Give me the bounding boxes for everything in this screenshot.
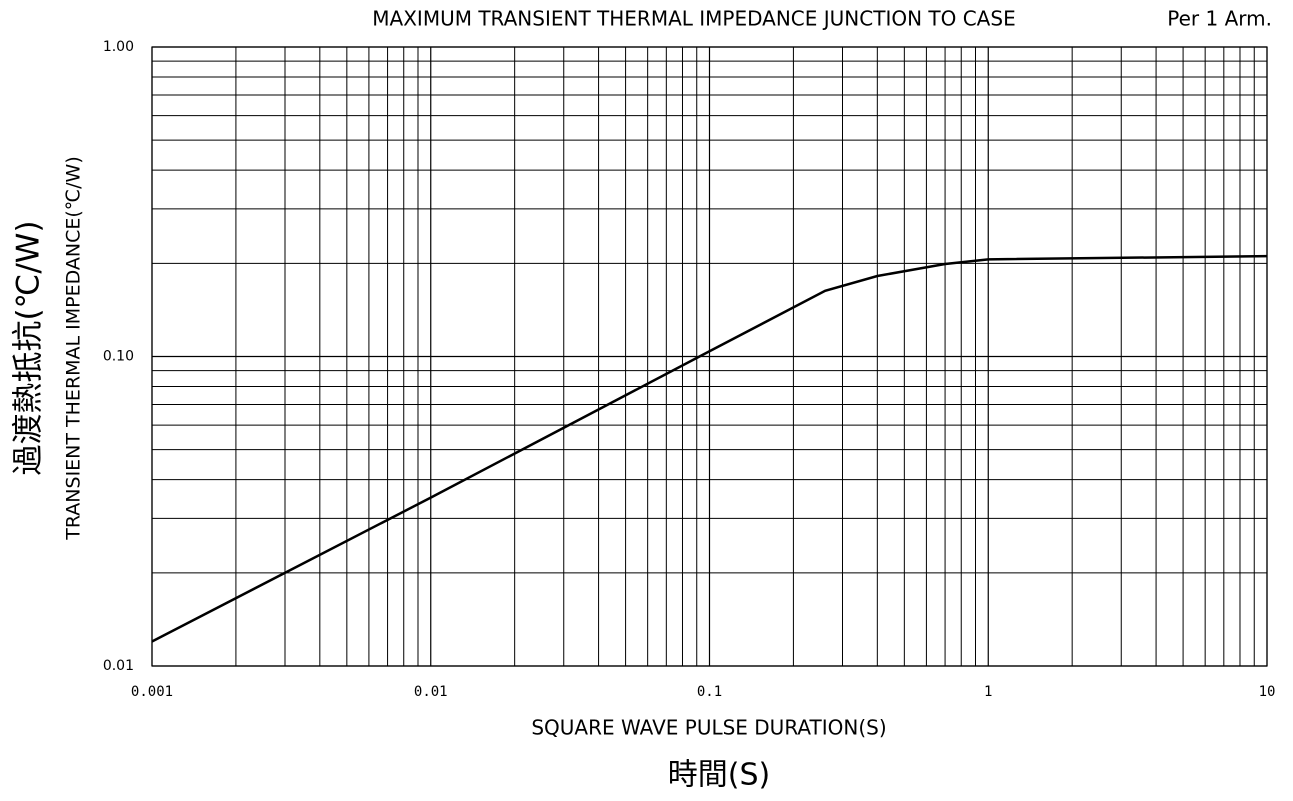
x-axis-label-jp: 時間(S) xyxy=(668,758,770,793)
annotation: Per 1 Arm. xyxy=(1167,7,1272,31)
y-tick-label: 0.10 xyxy=(103,349,134,365)
data-line xyxy=(151,254,1268,643)
y-axis-label: TRANSIENT THERMAL IMPEDANCE(℃/W) xyxy=(63,156,85,540)
x-tick-label: 1 xyxy=(984,684,992,700)
y-tick-label: 1.00 xyxy=(103,39,134,55)
x-tick-label: 0.1 xyxy=(697,684,722,700)
x-axis-label: SQUARE WAVE PULSE DURATION(S) xyxy=(531,716,886,740)
plot-frame xyxy=(151,46,1268,667)
x-tick-label: 0.01 xyxy=(414,684,448,700)
chart-title: MAXIMUM TRANSIENT THERMAL IMPEDANCE JUNC… xyxy=(372,7,1015,31)
y-tick-label: 0.01 xyxy=(103,658,134,674)
x-tick-label: 10 xyxy=(1259,684,1276,700)
x-tick-label: 0.001 xyxy=(131,684,173,700)
y-axis-label-jp: 過渡熱抵抗(℃/W) xyxy=(11,220,47,475)
